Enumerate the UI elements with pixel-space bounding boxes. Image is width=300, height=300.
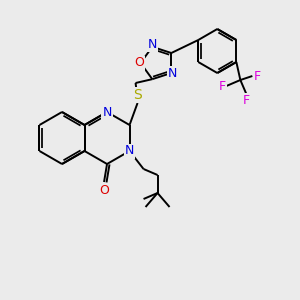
Text: N: N xyxy=(148,38,157,51)
Text: F: F xyxy=(254,70,261,83)
Text: F: F xyxy=(219,80,226,92)
Text: N: N xyxy=(102,106,112,118)
Text: O: O xyxy=(135,56,145,70)
Text: S: S xyxy=(133,88,142,102)
Text: N: N xyxy=(168,68,177,80)
Text: F: F xyxy=(243,94,250,106)
Text: O: O xyxy=(99,184,109,196)
Text: N: N xyxy=(125,145,134,158)
